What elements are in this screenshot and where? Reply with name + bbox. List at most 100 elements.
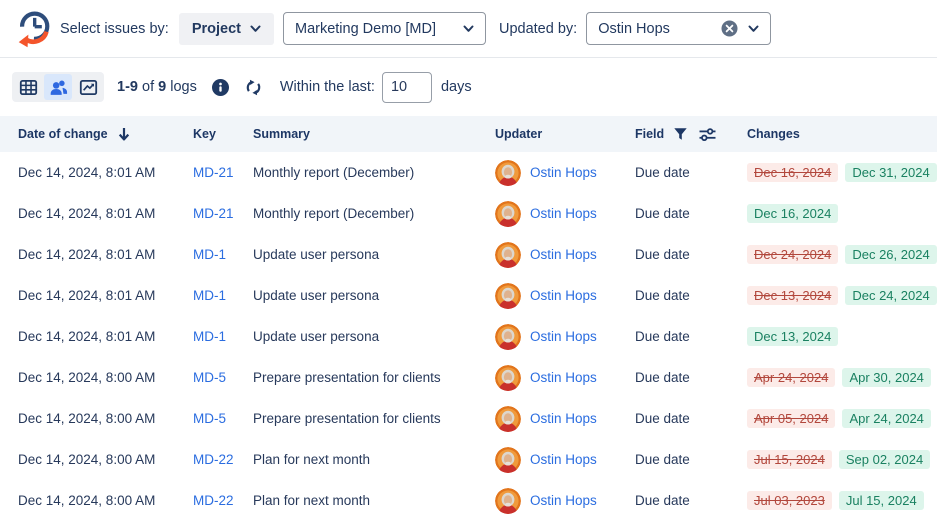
updater-avatar — [495, 283, 521, 309]
issue-key-link[interactable]: MD-22 — [193, 452, 234, 467]
issue-key-link[interactable]: MD-1 — [193, 247, 226, 262]
chart-view-button[interactable] — [74, 74, 102, 100]
updater-cell: Ostin Hops — [495, 201, 635, 227]
table-row: Dec 14, 2024, 8:01 AM MD-1 Update user p… — [0, 275, 937, 316]
chevron-down-icon — [250, 25, 261, 33]
new-value-chip: Sep 02, 2024 — [838, 450, 931, 469]
updated-by-select[interactable]: Ostin Hops — [586, 12, 772, 45]
new-value-chip: Dec 24, 2024 — [845, 286, 937, 305]
field-cell: Due date — [635, 329, 690, 344]
updater-name-link[interactable]: Ostin Hops — [530, 329, 597, 344]
column-field: Field — [635, 127, 747, 142]
people-view-button[interactable] — [44, 74, 72, 100]
updater-name-link[interactable]: Ostin Hops — [530, 206, 597, 221]
days-input[interactable] — [381, 71, 432, 103]
issue-key-link[interactable]: MD-1 — [193, 329, 226, 344]
field-cell: Due date — [635, 206, 690, 221]
field-cell: Due date — [635, 247, 690, 262]
updater-name-link[interactable]: Ostin Hops — [530, 247, 597, 262]
select-by-dropdown[interactable]: Project — [178, 12, 274, 45]
new-value-chip: Dec 13, 2024 — [747, 327, 839, 346]
toolbar: 1-9 of 9 logs Within the last: days — [12, 71, 937, 103]
updater-avatar — [495, 201, 521, 227]
chevron-down-icon — [463, 25, 474, 33]
updater-cell: Ostin Hops — [495, 324, 635, 350]
updater-name-link[interactable]: Ostin Hops — [530, 493, 597, 508]
changes-cell: Dec 24, 2024 Dec 26, 2024 — [747, 245, 937, 264]
date-of-change-cell: Dec 14, 2024, 8:01 AM — [18, 329, 156, 344]
table-header-row: Date of change Key Summary Updater Field — [0, 116, 937, 152]
table-row: Dec 14, 2024, 8:01 AM MD-1 Update user p… — [0, 234, 937, 275]
summary-cell: Update user persona — [253, 329, 380, 344]
changes-cell: Jul 15, 2024 Sep 02, 2024 — [747, 450, 937, 469]
updater-cell: Ostin Hops — [495, 283, 635, 309]
summary-cell: Plan for next month — [253, 452, 371, 467]
column-date-of-change[interactable]: Date of change — [18, 126, 193, 142]
project-select[interactable]: Marketing Demo [MD] — [282, 12, 486, 45]
column-key-label: Key — [193, 127, 216, 141]
updater-name-link[interactable]: Ostin Hops — [530, 288, 597, 303]
column-updater: Updater — [495, 127, 635, 141]
updater-name-link[interactable]: Ostin Hops — [530, 411, 597, 426]
table-row: Dec 14, 2024, 8:01 AM MD-21 Monthly repo… — [0, 193, 937, 234]
column-summary-label: Summary — [253, 127, 310, 141]
old-value-chip: Dec 13, 2024 — [747, 286, 839, 305]
field-cell: Due date — [635, 411, 690, 426]
updated-by-label: Updated by: — [498, 20, 578, 37]
date-of-change-cell: Dec 14, 2024, 8:00 AM — [18, 411, 156, 426]
updated-by-value: Ostin Hops — [598, 20, 670, 37]
column-key: Key — [193, 127, 253, 141]
column-field-label: Field — [635, 127, 665, 141]
select-by-value: Project — [191, 20, 241, 37]
field-cell: Due date — [635, 288, 690, 303]
changes-cell: Jul 03, 2023 Jul 15, 2024 — [747, 491, 937, 510]
refresh-icon[interactable] — [244, 78, 263, 97]
updater-avatar — [495, 488, 521, 514]
sort-descending-icon[interactable] — [117, 126, 131, 142]
updater-cell: Ostin Hops — [495, 406, 635, 432]
header-bar: Select issues by: Project Marketing Demo… — [0, 0, 937, 58]
field-cell: Due date — [635, 493, 690, 508]
date-of-change-cell: Dec 14, 2024, 8:00 AM — [18, 370, 156, 385]
table-row: Dec 14, 2024, 8:00 AM MD-5 Prepare prese… — [0, 398, 937, 439]
logs-count: 1-9 of 9 logs — [117, 79, 197, 95]
changes-cell: Dec 13, 2024 — [747, 327, 937, 346]
summary-cell: Monthly report (December) — [253, 165, 415, 180]
logs-range: 1-9 — [117, 79, 138, 95]
new-value-chip: Apr 30, 2024 — [842, 368, 931, 387]
select-issues-by-label: Select issues by: — [60, 20, 169, 37]
line-chart-icon — [79, 78, 98, 97]
updater-name-link[interactable]: Ostin Hops — [530, 165, 597, 180]
info-icon[interactable] — [211, 78, 229, 96]
field-settings-sliders-icon[interactable] — [697, 127, 718, 142]
filter-funnel-icon[interactable] — [673, 127, 688, 141]
summary-cell: Plan for next month — [253, 493, 371, 508]
issue-key-link[interactable]: MD-21 — [193, 206, 234, 221]
updater-avatar — [495, 324, 521, 350]
old-value-chip: Apr 05, 2024 — [747, 409, 836, 428]
updater-cell: Ostin Hops — [495, 447, 635, 473]
field-cell: Due date — [635, 370, 690, 385]
issue-key-link[interactable]: MD-5 — [193, 411, 226, 426]
table-row: Dec 14, 2024, 8:00 AM MD-5 Prepare prese… — [0, 357, 937, 398]
project-select-value: Marketing Demo [MD] — [294, 20, 436, 37]
date-of-change-cell: Dec 14, 2024, 8:01 AM — [18, 165, 156, 180]
clear-updater-icon[interactable] — [721, 20, 738, 37]
old-value-chip: Dec 24, 2024 — [747, 245, 839, 264]
updater-name-link[interactable]: Ostin Hops — [530, 452, 597, 467]
old-value-chip: Jul 15, 2024 — [747, 450, 832, 469]
changes-cell: Apr 24, 2024 Apr 30, 2024 — [747, 368, 937, 387]
new-value-chip: Dec 26, 2024 — [845, 245, 937, 264]
issue-key-link[interactable]: MD-5 — [193, 370, 226, 385]
within-last-label: Within the last: — [279, 79, 375, 95]
issue-key-link[interactable]: MD-1 — [193, 288, 226, 303]
updater-name-link[interactable]: Ostin Hops — [530, 370, 597, 385]
changes-cell: Dec 13, 2024 Dec 24, 2024 — [747, 286, 937, 305]
updater-cell: Ostin Hops — [495, 160, 635, 186]
table-view-button[interactable] — [14, 74, 42, 100]
new-value-chip: Dec 31, 2024 — [845, 163, 937, 182]
updater-avatar — [495, 242, 521, 268]
issue-key-link[interactable]: MD-21 — [193, 165, 234, 180]
issue-key-link[interactable]: MD-22 — [193, 493, 234, 508]
people-icon — [49, 78, 68, 97]
